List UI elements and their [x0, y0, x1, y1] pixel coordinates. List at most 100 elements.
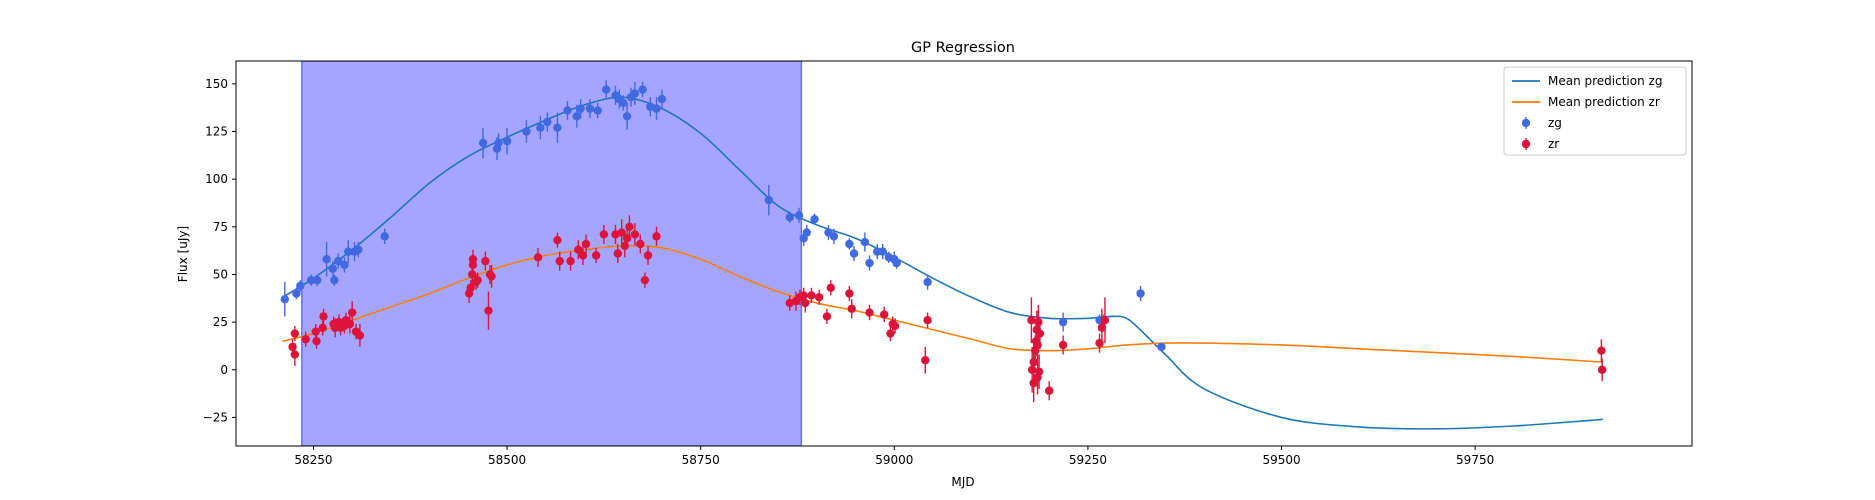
data-point-zg-9: [340, 260, 349, 270]
x-tick-label-1: 58500: [488, 453, 526, 467]
data-point-zr-58: [845, 289, 854, 298]
y-tick-label-1: 0: [220, 363, 228, 377]
data-point-zg-8: [334, 256, 343, 266]
data-point-zr-60: [865, 308, 874, 317]
data-point-zr-40: [617, 228, 626, 237]
legend-label-0: Mean prediction zg: [1548, 74, 1662, 88]
data-point-zg-49: [865, 258, 874, 268]
data-point-zr-52: [799, 291, 808, 300]
data-point-zg-37: [657, 94, 667, 104]
data-point-zg-33: [630, 89, 640, 98]
data-point-zr-3: [301, 335, 310, 344]
data-point-zg-46: [845, 239, 854, 249]
data-point-zg-25: [585, 104, 595, 113]
data-point-zr-31: [555, 256, 564, 266]
data-point-zr-67: [1027, 316, 1036, 325]
data-point-zr-59: [847, 304, 856, 313]
data-point-zg-42: [802, 228, 811, 237]
data-point-zr-64: [890, 321, 900, 331]
x-tick-label-3: 59000: [875, 453, 913, 467]
data-point-zg-59: [1136, 289, 1145, 298]
data-point-zg-26: [593, 106, 602, 115]
plot-area: 58250 58500 58750 59000 59250 59500 59750 −25 0 2…: [203, 60, 1693, 467]
axes-frame: [235, 60, 1693, 447]
data-point-zg-54: [892, 258, 901, 268]
series-zg: [280, 80, 1166, 352]
mean-prediction-line-0: [282, 96, 1604, 430]
data-point-zg-22: [563, 106, 572, 115]
data-point-zg-16: [494, 138, 503, 148]
data-point-zr-7: [319, 312, 328, 321]
x-tick-label-4: 59250: [1069, 453, 1107, 467]
data-point-zg-60: [1157, 342, 1166, 352]
data-point-zr-20: [468, 270, 477, 279]
data-point-zg-30: [619, 98, 628, 108]
data-point-zr-56: [822, 312, 832, 321]
data-point-zg-27: [601, 85, 611, 94]
data-point-zg-39: [785, 213, 794, 222]
y-tick-label-5: 100: [205, 172, 228, 186]
data-point-zg-12: [354, 245, 363, 254]
data-point-zr-1: [290, 329, 300, 338]
y-tick-label-2: 25: [213, 315, 228, 329]
y-tick-label-6: 125: [205, 125, 228, 139]
data-point-zg-18: [522, 127, 531, 136]
data-point-zg-5: [322, 255, 331, 264]
x-tick-label-2: 58750: [682, 453, 720, 467]
data-point-zr-57: [826, 283, 835, 293]
y-tick-label-0: −25: [203, 410, 228, 424]
data-point-zr-22: [468, 255, 478, 264]
data-point-zr-80: [1058, 340, 1068, 350]
data-point-zr-25: [481, 256, 490, 266]
data-point-zg-38: [764, 195, 774, 205]
legend-label-1: Mean prediction zr: [1548, 95, 1660, 109]
legend-label-3: zr: [1548, 137, 1559, 151]
y-axis-label: Flux [uJy]: [176, 226, 190, 282]
data-point-zg-45: [829, 232, 839, 241]
data-point-zg-31: [622, 112, 632, 121]
data-point-zr-48: [652, 232, 661, 241]
data-point-zg-17: [502, 136, 512, 146]
data-point-zr-66: [923, 316, 932, 325]
data-point-zr-39: [613, 249, 623, 258]
data-point-zr-2: [290, 350, 300, 359]
y-tick-label-7: 150: [205, 77, 228, 91]
data-point-zr-43: [625, 222, 634, 232]
data-point-zr-4: [311, 327, 320, 336]
data-point-zr-37: [599, 230, 609, 239]
data-point-zr-54: [807, 291, 816, 300]
y-tick-label-3: 50: [213, 267, 228, 281]
data-point-zr-78: [1035, 329, 1045, 338]
data-point-zr-44: [630, 230, 640, 239]
data-point-zr-26: [484, 306, 493, 315]
shaded-region: [301, 61, 803, 446]
data-point-zr-65: [921, 356, 930, 365]
data-point-zg-47: [849, 249, 859, 258]
chart-title: GP Regression: [911, 40, 1015, 56]
data-point-zg-43: [810, 214, 819, 224]
data-point-zr-35: [581, 239, 591, 249]
x-axis-label: MJD: [951, 475, 974, 489]
legend-marker-3: [1521, 139, 1531, 149]
data-point-zg-6: [328, 264, 338, 273]
data-point-zr-47: [643, 251, 653, 260]
data-point-zg-40: [794, 211, 804, 220]
data-point-zg-34: [638, 85, 647, 94]
data-point-zr-5: [312, 336, 321, 346]
x-tick-label-0: 58250: [294, 453, 332, 467]
data-point-zg-13: [380, 232, 389, 241]
data-point-zg-36: [652, 104, 661, 113]
legend: Mean prediction zg Mean prediction zr zg zr: [1503, 66, 1687, 156]
data-point-zg-23: [572, 112, 581, 121]
series-zr: [288, 215, 1607, 403]
data-point-zg-51: [878, 247, 887, 256]
data-point-zr-30: [553, 235, 562, 245]
data-point-zr-28: [487, 272, 496, 281]
data-point-zg-20: [543, 117, 552, 127]
data-point-zg-4: [313, 275, 322, 285]
data-point-zr-46: [640, 275, 650, 285]
data-point-zr-76: [1034, 317, 1043, 327]
data-point-zr-33: [574, 245, 583, 254]
data-point-zg-24: [576, 104, 585, 113]
